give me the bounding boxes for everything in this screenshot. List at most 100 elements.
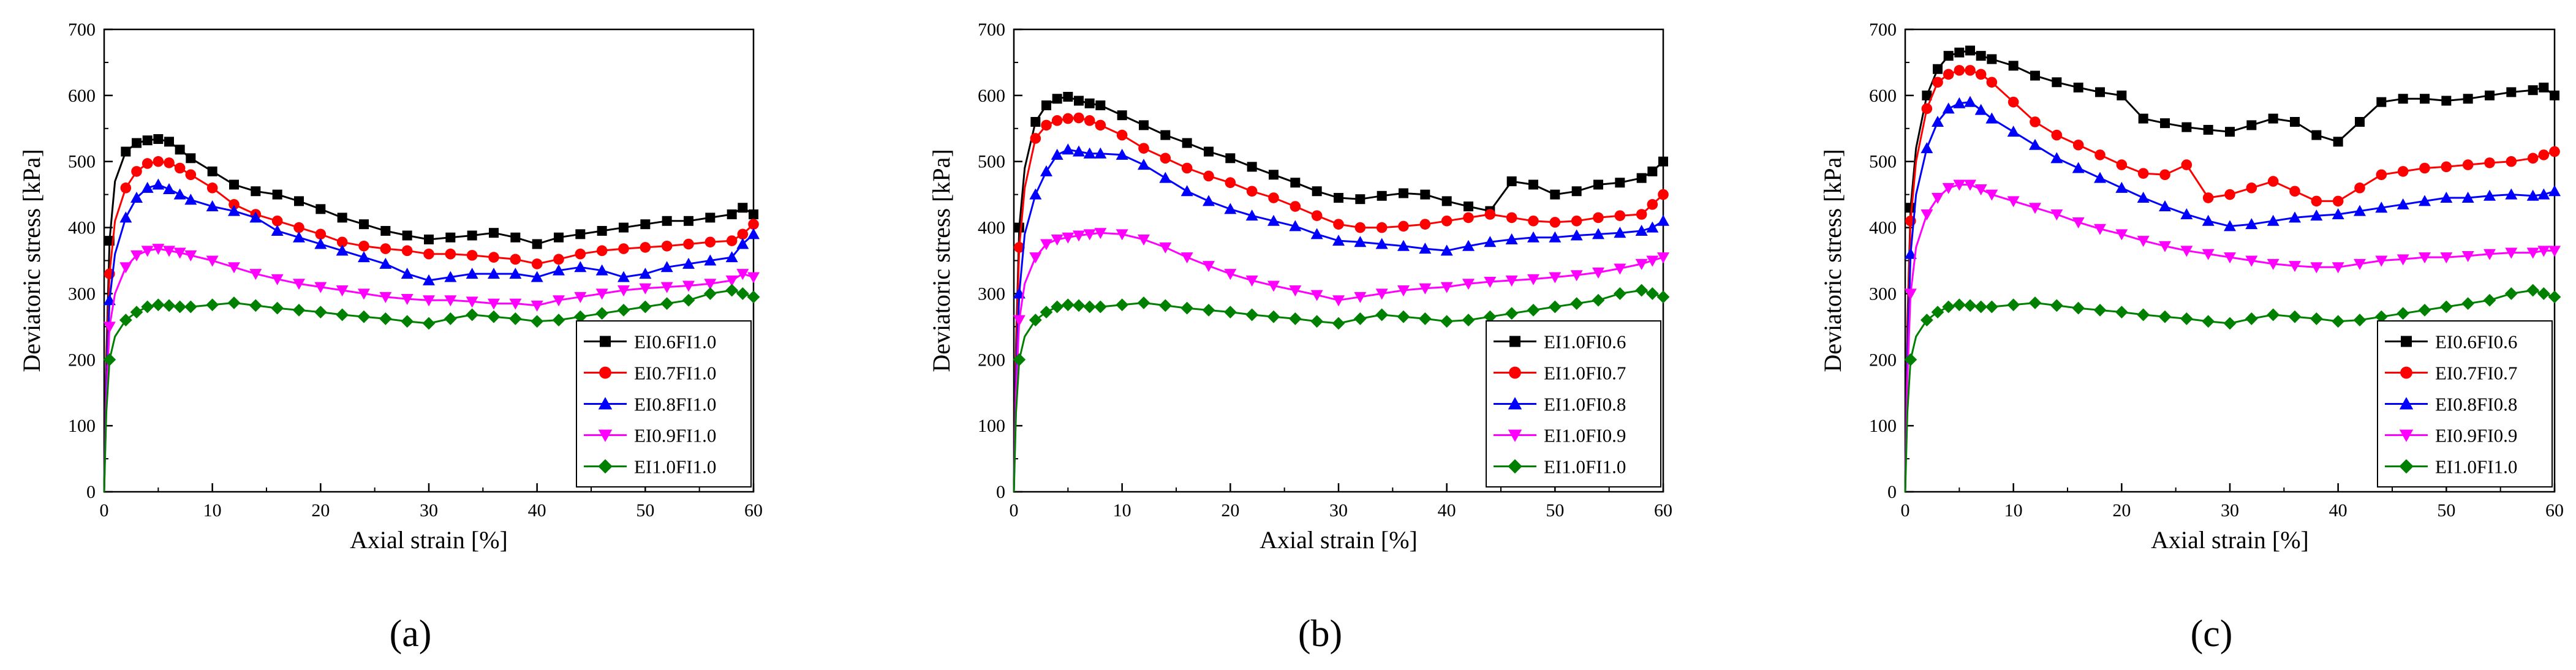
data-point [1334,193,1343,203]
y-tick-label: 500 [1869,152,1897,172]
data-point [639,283,652,295]
chart-panel-2: 0 10 20 30 40 50 600100200300400500600700Axial… [1819,20,2564,655]
data-point [1245,209,1258,221]
data-point [1647,199,1658,210]
data-point [2007,126,2020,137]
data-point [509,298,522,310]
x-axis-label: Axial strain [%] [1260,526,1418,554]
data-point [1311,210,1323,221]
data-point [1073,145,1085,157]
chart-panel-1: 0 10 20 30 40 50 600100200300400500600700Axial… [927,20,1672,655]
data-point [1051,115,1063,126]
data-point [2072,217,2085,228]
data-point [142,158,153,169]
data-point [2528,85,2538,96]
data-point [2537,287,2550,300]
data-point [2073,82,2083,92]
x-tick-label: 60 [2545,500,2564,521]
data-point [1614,227,1626,238]
data-point [2072,301,2085,315]
data-point [1419,219,1431,230]
data-point [153,156,164,167]
data-point [1921,103,1933,115]
x-axis-label: Axial strain [%] [2151,526,2309,554]
data-point [1987,54,1997,64]
data-point [2374,310,2388,323]
data-point [1040,165,1052,176]
data-point [2203,124,2213,135]
data-point [2245,255,2258,267]
data-point [130,192,143,203]
data-point [1180,301,1194,315]
data-point [2008,61,2019,71]
data-point [2093,303,2107,317]
data-point [2441,96,2452,106]
x-tick-label: 0 [100,500,109,521]
data-point [1506,212,1517,224]
y-tick-label: 0 [996,482,1005,502]
data-point [684,216,693,226]
data-point [1484,236,1497,247]
data-point [487,310,500,323]
data-point [738,203,748,213]
data-point [2537,188,2550,200]
data-point [1528,215,1539,227]
data-point [206,255,219,267]
data-point [1204,146,1214,157]
data-point [1029,252,1042,264]
y-tick-label: 400 [978,218,1005,238]
y-tick-label: 600 [68,86,96,106]
data-point [1267,214,1280,226]
data-point [1440,244,1453,256]
data-point [401,294,414,306]
x-tick-label: 10 [1113,500,1131,521]
data-point [1527,303,1540,317]
data-point [1138,159,1150,170]
data-point [1635,258,1648,270]
x-axis-label: Axial strain [%] [350,526,508,554]
data-point [1062,232,1075,244]
data-point [1375,288,1388,300]
data-point [1549,272,1562,284]
data-point [444,271,457,282]
data-point [597,225,607,236]
y-tick-label: 600 [1869,86,1897,106]
data-point [2332,315,2345,328]
data-point [402,230,412,241]
data-point [1646,221,1659,233]
data-point [1224,269,1237,280]
data-point [184,300,197,314]
data-point [1636,209,1647,220]
data-point [271,301,284,315]
data-point [1440,315,1454,328]
data-point [1921,209,1933,220]
data-point [2137,168,2149,179]
data-point [1225,153,1236,164]
x-tick-label: 40 [1438,500,1456,521]
data-point [1646,255,1659,267]
legend-marker [598,397,613,410]
x-tick-label: 50 [1546,500,1564,521]
data-point [1550,189,1560,200]
data-point [120,183,132,194]
data-point [293,279,305,290]
legend-label: EI0.6FI1.0 [634,331,716,353]
data-point [531,258,543,269]
data-point [293,222,304,233]
data-point [1904,353,1917,366]
data-point [1052,94,1062,104]
data-point [119,262,132,274]
data-point [1905,203,1916,213]
data-point [2267,214,2279,226]
data-point [2224,220,2236,231]
legend-marker [598,459,613,474]
data-point [1203,195,1215,206]
data-point [444,295,457,307]
data-point [574,261,587,273]
data-point [617,303,630,317]
data-point [2375,201,2388,213]
data-point [131,166,142,177]
data-point [1041,119,1052,131]
legend-marker [2401,336,2412,347]
data-point [130,250,143,262]
